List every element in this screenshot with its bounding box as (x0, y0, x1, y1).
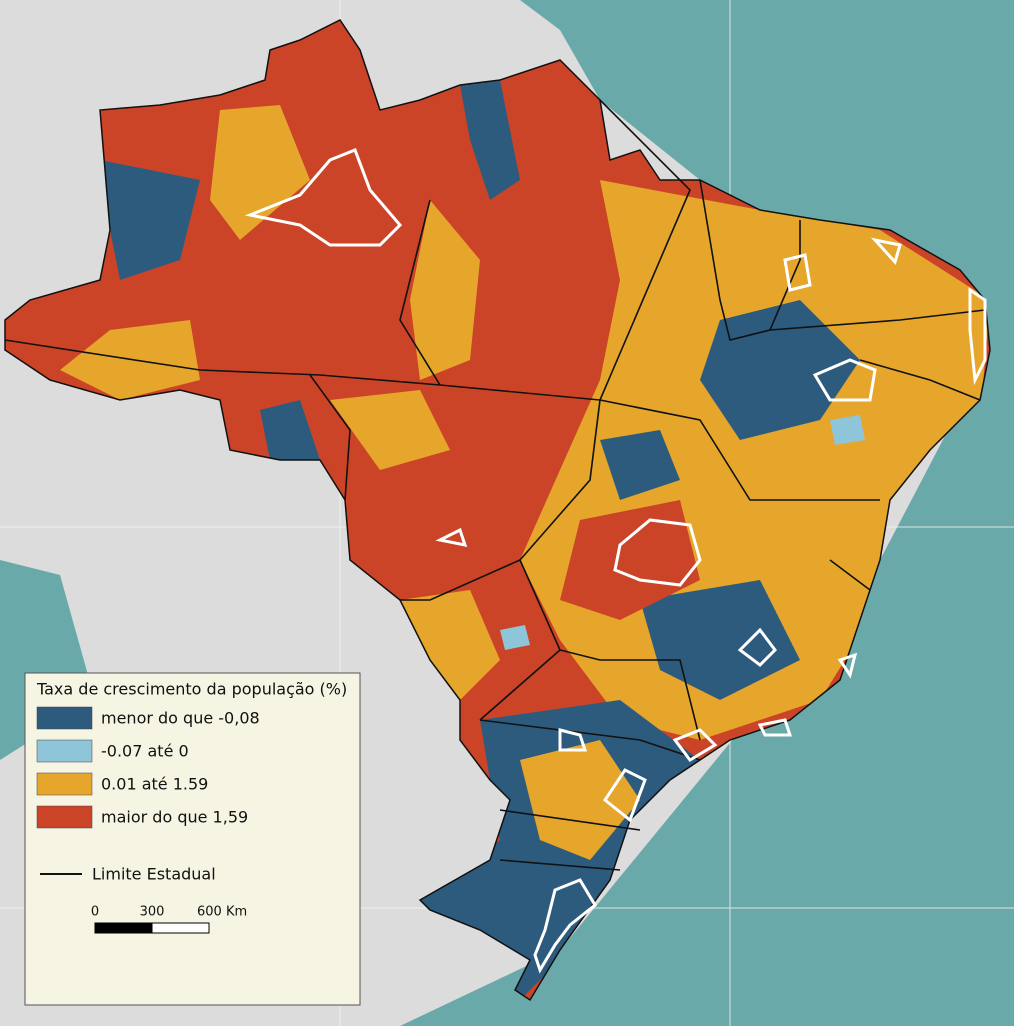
region (560, 500, 700, 620)
scale-label: 0 (91, 905, 99, 920)
legend-title: Taxa de crescimento da população (%) (36, 680, 347, 699)
scale-label: 300 (140, 905, 165, 920)
region (260, 400, 320, 460)
region (100, 160, 200, 280)
region (830, 415, 865, 445)
region (210, 105, 310, 240)
region (410, 200, 480, 380)
legend-label: menor do que -0,08 (101, 709, 260, 728)
region (520, 740, 640, 860)
region (330, 390, 450, 470)
legend-items: menor do que -0,08 -0.07 até 0 0.01 até 1.… (36, 706, 260, 829)
legend-swatch (36, 706, 93, 730)
region (500, 625, 530, 650)
region (420, 700, 700, 1000)
legend-label: maior do que 1,59 (101, 808, 248, 827)
scale-label: 600 Km (197, 905, 247, 920)
region (640, 580, 800, 700)
region (600, 430, 680, 500)
state-borders (4, 99, 986, 871)
region (700, 300, 860, 440)
legend-swatch (36, 805, 93, 829)
region (460, 80, 520, 200)
legend-label: 0.01 até 1.59 (101, 775, 208, 794)
scale-bar (94, 922, 153, 934)
legend-boundary-label: Limite Estadual (92, 865, 216, 884)
legend-swatch (36, 772, 93, 796)
legend-label: -0.07 até 0 (101, 742, 189, 761)
metro-areas (244, 148, 987, 974)
scale-bar (151, 922, 210, 934)
legend-swatch (36, 739, 93, 763)
